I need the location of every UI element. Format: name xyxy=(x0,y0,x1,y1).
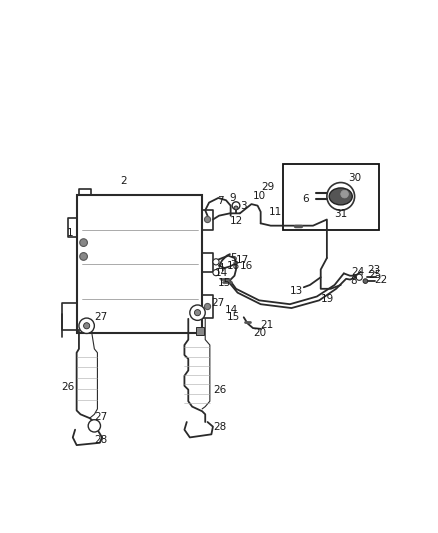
Text: 31: 31 xyxy=(335,209,348,219)
Text: 17: 17 xyxy=(236,255,249,265)
Text: 20: 20 xyxy=(253,328,266,338)
Text: 28: 28 xyxy=(213,422,226,432)
Circle shape xyxy=(205,303,211,310)
Text: 30: 30 xyxy=(349,173,362,183)
Circle shape xyxy=(205,216,211,223)
Circle shape xyxy=(341,190,349,198)
Text: 14: 14 xyxy=(215,269,229,278)
Text: 27: 27 xyxy=(94,311,108,321)
Bar xyxy=(78,195,202,334)
Text: 9: 9 xyxy=(230,193,237,203)
Text: 16: 16 xyxy=(240,261,253,271)
Bar xyxy=(283,164,379,230)
Text: 23: 23 xyxy=(367,265,380,276)
Circle shape xyxy=(88,419,100,432)
Text: 13: 13 xyxy=(290,286,303,296)
Text: 11: 11 xyxy=(268,207,282,217)
Circle shape xyxy=(190,305,205,320)
Text: 26: 26 xyxy=(213,385,226,394)
Text: 25: 25 xyxy=(368,270,381,280)
Text: 27: 27 xyxy=(94,411,108,422)
Text: 5: 5 xyxy=(230,253,237,263)
Text: 29: 29 xyxy=(261,182,275,192)
Circle shape xyxy=(80,253,88,260)
Text: 3: 3 xyxy=(240,201,247,212)
Text: 22: 22 xyxy=(374,274,388,285)
Circle shape xyxy=(232,202,240,209)
Text: 15: 15 xyxy=(227,312,240,322)
Circle shape xyxy=(194,310,201,316)
Text: 27: 27 xyxy=(212,298,225,309)
Text: 8: 8 xyxy=(350,276,357,286)
Circle shape xyxy=(356,274,362,280)
Circle shape xyxy=(213,270,219,276)
Circle shape xyxy=(234,206,238,210)
Circle shape xyxy=(213,259,219,265)
Text: 14: 14 xyxy=(224,304,238,314)
Text: 1: 1 xyxy=(67,228,73,238)
Circle shape xyxy=(363,279,367,284)
Text: 2: 2 xyxy=(120,176,127,186)
Circle shape xyxy=(80,239,88,246)
Text: 7: 7 xyxy=(218,196,224,206)
Text: 6: 6 xyxy=(302,195,309,205)
Circle shape xyxy=(84,322,90,329)
Text: 19: 19 xyxy=(321,294,334,304)
Text: 24: 24 xyxy=(352,267,365,277)
Text: 12: 12 xyxy=(230,216,243,226)
Text: 21: 21 xyxy=(261,320,274,330)
Text: 26: 26 xyxy=(61,382,74,392)
Text: 28: 28 xyxy=(94,435,108,445)
Bar xyxy=(196,327,204,335)
Text: 4: 4 xyxy=(218,263,224,273)
Text: 18: 18 xyxy=(227,261,240,271)
Circle shape xyxy=(79,318,94,334)
Text: 15: 15 xyxy=(218,278,231,288)
Ellipse shape xyxy=(329,188,352,205)
Text: 10: 10 xyxy=(253,191,266,201)
